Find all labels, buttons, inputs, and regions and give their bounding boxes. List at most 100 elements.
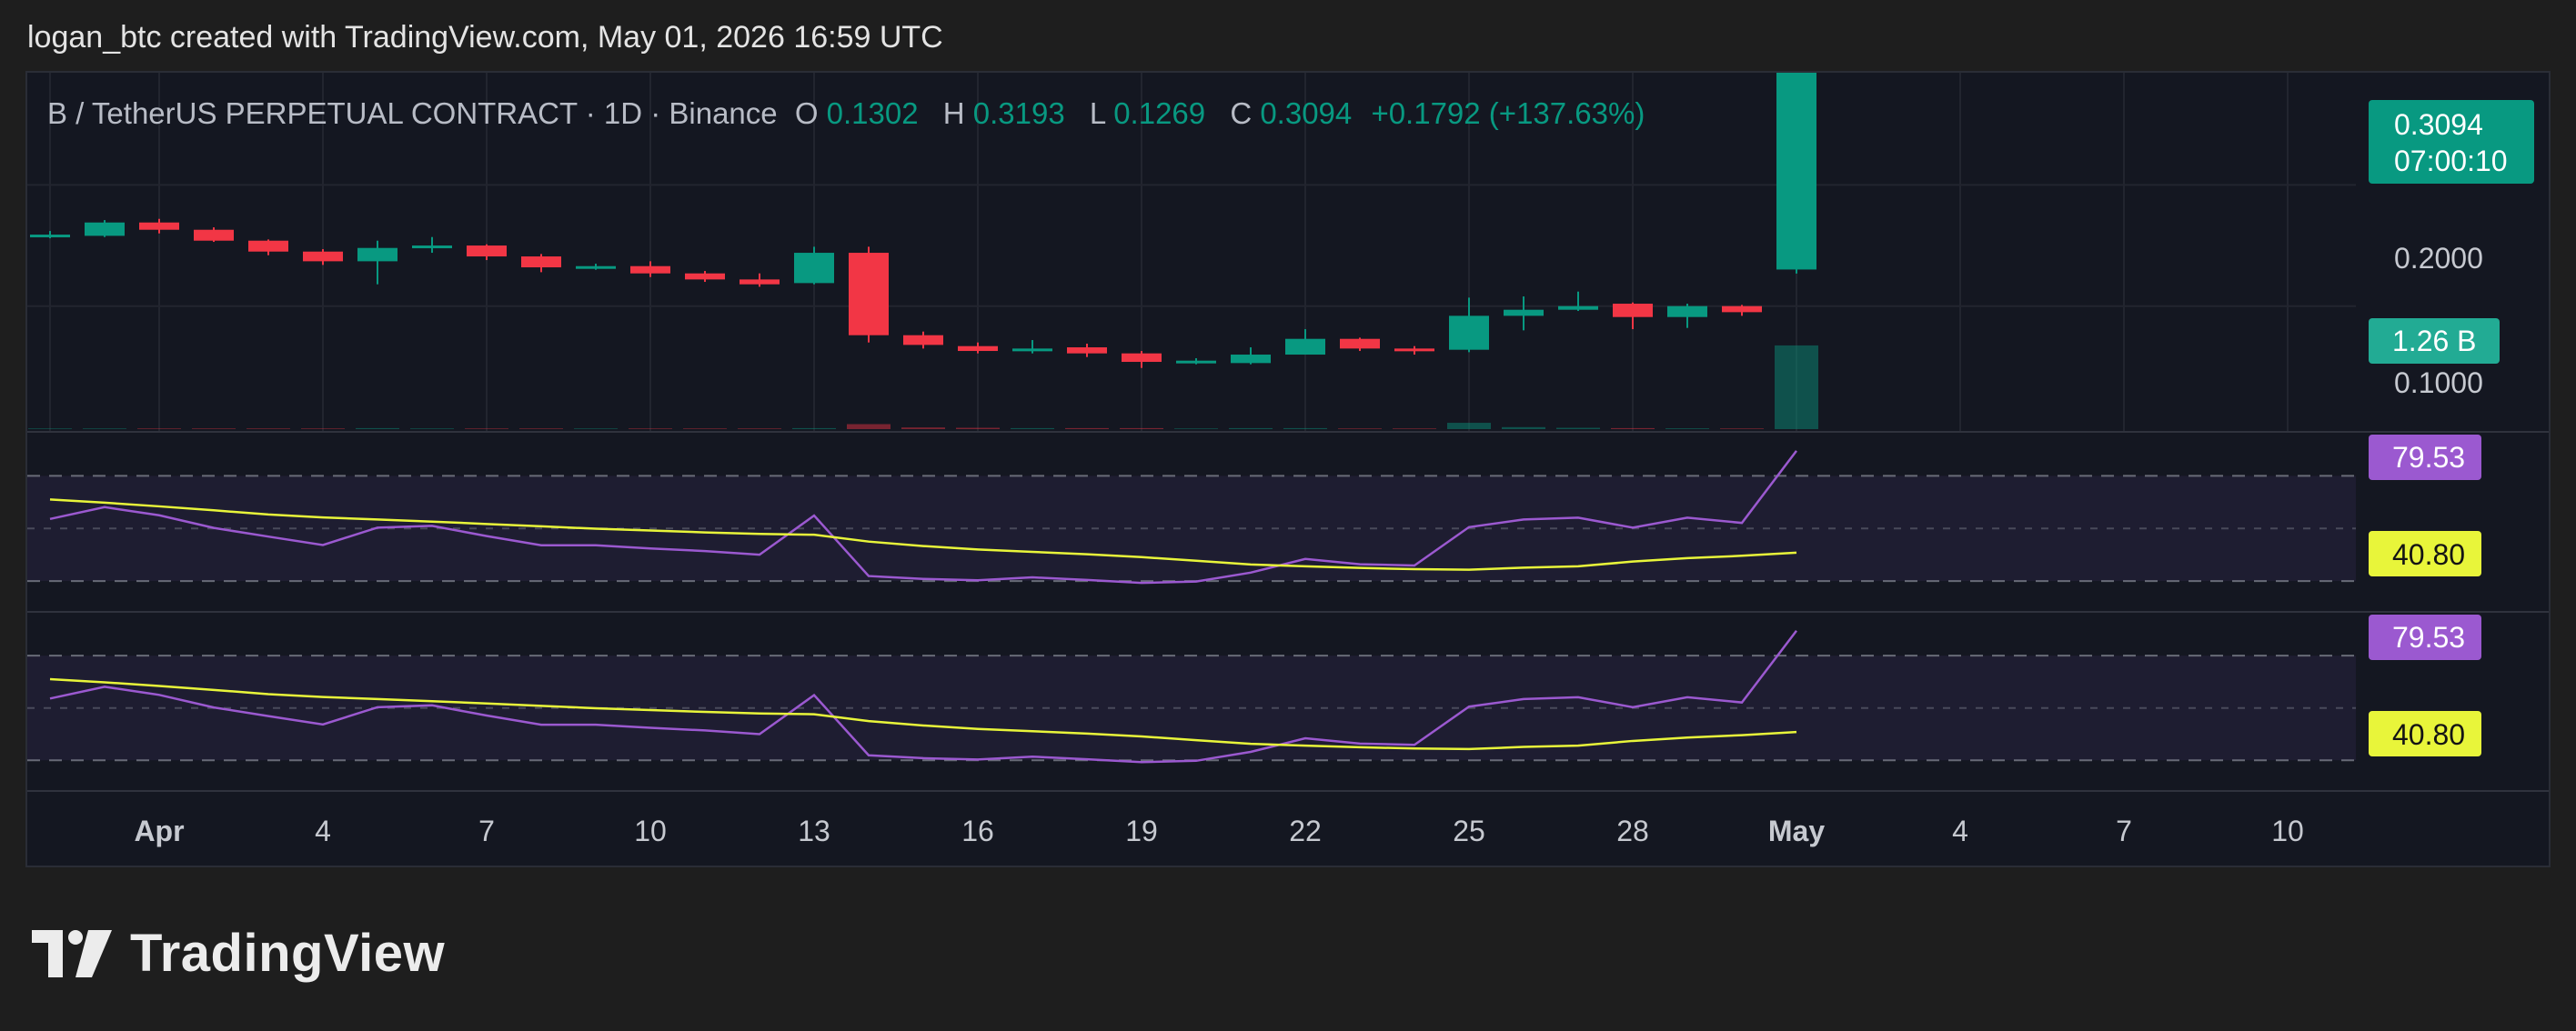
last-price-badge — [2369, 100, 2534, 184]
volume-bar — [356, 427, 399, 429]
candle-body — [1340, 338, 1380, 349]
volume-bar — [847, 424, 891, 429]
grid-lines — [27, 73, 2356, 432]
time-axis-label: 28 — [1616, 815, 1649, 847]
volume-bar — [1338, 428, 1382, 429]
legend-low-label: L — [1090, 96, 1106, 130]
rsi-line — [49, 450, 1797, 585]
candle-body — [30, 235, 70, 238]
candle-body — [248, 240, 288, 252]
volume-bar — [574, 428, 618, 429]
volume-badge-value: 1.26 B — [2392, 325, 2477, 357]
time-axis-label: 22 — [1289, 815, 1322, 847]
candle-body — [1504, 309, 1544, 316]
rsi-ma-value: 40.80 — [2392, 718, 2465, 751]
chart-area[interactable]: B / TetherUS PERPETUAL CONTRACT · 1D · B… — [25, 71, 2551, 867]
volume-bar — [1283, 427, 1327, 429]
rsi-panes — [27, 450, 2356, 764]
volume-bar — [137, 428, 181, 429]
rsi-ma-badge — [2369, 531, 2481, 576]
volume-bar — [1556, 427, 1600, 429]
candle-body — [903, 335, 943, 345]
candle-body — [1667, 305, 1707, 317]
rsi-value: 79.53 — [2392, 441, 2465, 474]
last-price-value: 0.3094 — [2394, 108, 2483, 141]
candle-body — [1394, 348, 1434, 352]
volume-bar — [1611, 427, 1655, 429]
time-axis-label: 7 — [478, 815, 495, 847]
time-axis[interactable]: Apr 4 7 10 13 16 19 22 25 28 May 4 7 10 — [134, 815, 2303, 847]
candle-body — [1722, 305, 1762, 313]
volume-bars — [28, 345, 1818, 429]
rsi-ma-line — [49, 498, 1797, 571]
legend-low-value: 0.1269 — [1113, 96, 1205, 130]
tradingview-brand: TradingView — [130, 924, 446, 983]
rsi-value-badge — [2369, 615, 2481, 660]
volume-bar — [1447, 423, 1491, 429]
tradingview-logo-icon — [32, 929, 112, 977]
time-axis-label: 4 — [315, 815, 331, 847]
chart-attribution: logan_btc created with TradingView.com, … — [27, 20, 943, 55]
volume-bar — [1393, 428, 1436, 429]
candle-body — [740, 279, 780, 285]
volume-bar — [410, 428, 454, 429]
rsi-value-badge — [2369, 435, 2481, 480]
legend-open-value: 0.1302 — [827, 96, 919, 130]
rsi-band-fill — [27, 475, 2356, 582]
time-axis-label: 16 — [961, 815, 994, 847]
rsi-value: 79.53 — [2392, 621, 2465, 654]
time-axis-label: 10 — [634, 815, 667, 847]
candle-body — [685, 273, 725, 280]
pane-separators[interactable] — [27, 431, 2549, 792]
legend-symbol: B / TetherUS PERPETUAL CONTRACT · 1D · B… — [47, 96, 778, 130]
time-axis-label: 19 — [1125, 815, 1158, 847]
candle-body — [303, 251, 343, 262]
price-chart-svg[interactable]: B / TetherUS PERPETUAL CONTRACT · 1D · B… — [27, 73, 2549, 866]
rsi-backgrounds — [27, 475, 2356, 761]
volume-bar — [1775, 345, 1818, 429]
price-axis[interactable]: 0.3094 07:00:10 0.2000 1.26 B 0.1000 — [2369, 100, 2534, 399]
rsi-ma-line — [49, 677, 1797, 751]
volume-bar — [738, 428, 781, 429]
volume-bar — [1720, 428, 1764, 429]
candle-body — [1776, 73, 1816, 270]
time-axis-label: 7 — [2116, 815, 2132, 847]
volume-bar — [192, 428, 236, 429]
bar-countdown: 07:00:10 — [2394, 145, 2508, 177]
candle-body — [1231, 355, 1271, 364]
legend-close-label: C — [1230, 96, 1252, 130]
candle-body — [521, 256, 561, 268]
candle-body — [1122, 353, 1162, 363]
price-tick: 0.2000 — [2394, 242, 2483, 275]
volume-bar — [28, 428, 72, 429]
candle-body — [958, 345, 998, 352]
volume-bar — [956, 427, 1000, 429]
volume-bar — [301, 428, 345, 429]
candlesticks[interactable] — [30, 73, 1816, 368]
volume-bar — [901, 427, 945, 429]
candle-body — [1285, 338, 1325, 355]
volume-bar — [683, 428, 727, 429]
volume-bar — [792, 427, 836, 429]
candle-body — [849, 253, 889, 335]
volume-bar — [465, 428, 508, 429]
chart-background — [27, 73, 2549, 866]
legend-open-label: O — [795, 96, 819, 130]
rsi-line — [49, 629, 1797, 764]
candle-body — [630, 265, 670, 274]
volume-bar — [519, 428, 563, 429]
candle-body — [576, 265, 616, 269]
rsi-band-fill — [27, 656, 2356, 761]
tradingview-footer[interactable]: TradingView — [32, 923, 445, 984]
volume-bar — [1011, 427, 1054, 429]
price-tick: 0.1000 — [2394, 366, 2483, 399]
rsi-badges-pane-1: 79.53 40.80 — [2369, 435, 2481, 576]
time-axis-label: 10 — [2271, 815, 2304, 847]
time-axis-label: 25 — [1453, 815, 1485, 847]
candle-body — [1176, 360, 1216, 364]
volume-bar — [1502, 426, 1545, 429]
candle-body — [1067, 347, 1107, 354]
candle-body — [412, 245, 452, 249]
volume-bar — [1665, 428, 1709, 429]
volume-bar — [629, 428, 672, 429]
